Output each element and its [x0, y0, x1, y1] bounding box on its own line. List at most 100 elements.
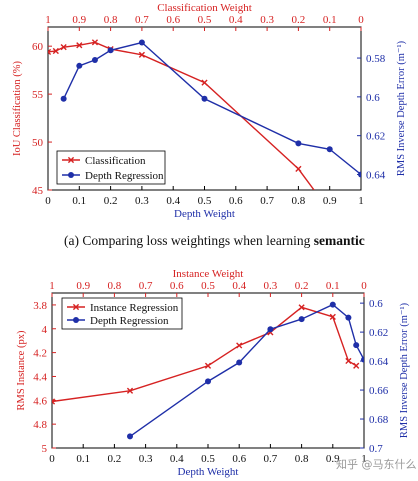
data-point [127, 433, 133, 440]
x2-tick-label: 0.2 [295, 280, 309, 292]
y-tick-label: 50 [32, 137, 44, 149]
data-point [60, 95, 67, 102]
x-tick-label: 0 [45, 195, 51, 207]
data-point [126, 387, 134, 394]
data-point [295, 140, 302, 147]
legend-item-instance-regression: Instance Regression [67, 302, 179, 314]
data-point [361, 356, 364, 363]
x2-tick-label: 0 [358, 14, 364, 26]
y-axis-title: IoU Classification (%) [12, 60, 23, 156]
x-tick-label: 0.7 [260, 195, 274, 207]
data-point [267, 326, 274, 333]
legend-label: Instance Regression [90, 302, 179, 314]
data-point [353, 342, 360, 349]
data-point [326, 146, 333, 153]
x2-tick-label: 0.5 [198, 14, 212, 26]
x2-tick-label: 0.7 [139, 280, 153, 292]
legend-label: Depth Regression [90, 315, 169, 327]
x-tick-label: 1 [361, 453, 367, 465]
legend-item-depth-regression: Depth Regression [62, 170, 164, 182]
data-point [76, 62, 83, 69]
data-point [345, 314, 352, 321]
data-point [298, 316, 305, 323]
y2-tick-label: 0.6 [369, 298, 383, 310]
data-point [205, 378, 211, 385]
series-instance-regression [52, 304, 360, 405]
series-classification [48, 39, 315, 190]
x2-tick-label: 0.3 [260, 14, 274, 26]
data-point [204, 362, 212, 369]
series-line-classification [48, 41, 315, 190]
data-point [52, 47, 59, 55]
x2-tick-label: 0 [361, 280, 367, 292]
y2-tick-label: 0.68 [369, 414, 389, 426]
instance-depth-chart: 0 0.1 0.2 0.3 0.4 0.5 0.6 0.7 0.8 0.9 1 1 0.9 0.8 0.7 0… [16, 268, 410, 478]
x-tick-label: 0.4 [170, 453, 184, 465]
x-tick-label: 0.6 [229, 195, 243, 207]
legend-item-classification: Classification [62, 155, 146, 167]
data-point [60, 44, 67, 51]
x2-tick-label: 0.9 [72, 14, 86, 26]
x2-tick-label: 0.8 [104, 14, 118, 26]
y-tick-label: 4.4 [33, 371, 47, 383]
x-tick-label: 0.8 [295, 453, 309, 465]
legend-label: Depth Regression [85, 170, 164, 182]
x-tick-label: 0.7 [264, 453, 278, 465]
x-axis-title: Depth Weight [178, 466, 239, 478]
x-tick-label: 0.8 [292, 195, 306, 207]
y-axis-title: RMS Instance (px) [16, 330, 27, 410]
x2-tick-label: 1 [49, 280, 55, 292]
x-tick-label: 0.2 [108, 453, 122, 465]
y2-tick-label: 0.64 [366, 169, 386, 181]
y-tick-label: 5 [42, 443, 48, 455]
y-tick-label: 4.2 [33, 348, 47, 360]
x-tick-label: 1 [358, 195, 364, 207]
series-depth-regression [127, 301, 364, 440]
x2-tick-label: 0.6 [166, 14, 180, 26]
data-point [107, 47, 114, 54]
x-tick-label: 0.4 [166, 195, 180, 207]
x-tick-label: 0.6 [232, 453, 246, 465]
y2-axis-title: RMS Inverse Depth Error (m⁻¹) [399, 302, 410, 438]
x-tick-label: 0.5 [201, 453, 215, 465]
x2-tick-label: 0.1 [326, 280, 340, 292]
x2-tick-label: 0.9 [76, 280, 90, 292]
data-point [138, 39, 145, 46]
data-point [76, 42, 83, 49]
legend-box [61, 297, 183, 330]
y-tick-label: 55 [32, 89, 44, 101]
y-tick-label: 45 [32, 185, 44, 197]
y-tick-label: 60 [32, 41, 44, 53]
y2-tick-label: 0.62 [366, 131, 385, 143]
data-point [138, 51, 145, 58]
x2-tick-label: 0.3 [264, 280, 278, 292]
y2-tick-label: 0.58 [366, 53, 386, 65]
x-tick-label: 0.2 [104, 195, 118, 207]
x2-tick-label: 0.7 [135, 14, 149, 26]
data-point [329, 313, 336, 320]
x2-tick-label: 0.2 [292, 14, 306, 26]
y-tick-label: 4.8 [33, 419, 47, 431]
x-tick-label: 0.5 [198, 195, 212, 207]
data-point [358, 171, 361, 178]
x-tick-label: 0.9 [323, 195, 337, 207]
series-depth-regression [60, 39, 361, 178]
x-tick-label: 0.9 [326, 453, 340, 465]
watermark: 知乎 @马东什么 [336, 458, 417, 471]
x2-axis-title: Classification Weight [157, 2, 252, 14]
x2-tick-label: 0.1 [323, 14, 337, 26]
y-tick-label: 4.6 [33, 395, 47, 407]
x2-tick-label: 0.4 [229, 14, 243, 26]
data-point [236, 342, 243, 349]
classification-depth-chart: 0 0.1 0.2 0.3 0.4 0.5 0.6 0.7 0.8 0.9 1 1 0.9 0.8 0.7 0… [12, 2, 407, 220]
x2-tick-label: 0.8 [108, 280, 122, 292]
x2-tick-label: 0.5 [201, 280, 215, 292]
data-point [345, 357, 352, 365]
y-tick-label: 4 [42, 324, 48, 336]
y2-tick-label: 0.66 [369, 385, 389, 397]
y2-tick-label: 0.64 [369, 356, 389, 368]
data-point [329, 301, 336, 308]
legend-marker [72, 303, 80, 311]
